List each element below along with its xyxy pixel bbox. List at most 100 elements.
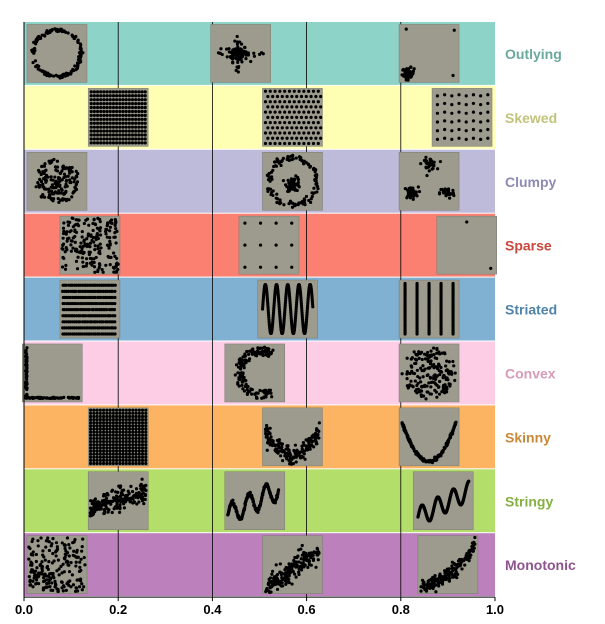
scatter-point — [130, 109, 135, 114]
scatter-point — [46, 536, 50, 540]
scatter-point — [42, 396, 46, 400]
scatter-point — [451, 191, 455, 195]
scatter-point — [144, 446, 148, 450]
scatter-point — [134, 439, 138, 444]
scatter-point — [105, 125, 109, 129]
scatter-point — [127, 439, 132, 444]
scatter-point — [101, 289, 105, 293]
scatter-point — [139, 494, 143, 499]
scatter-point — [121, 449, 125, 453]
scatter-point — [127, 436, 132, 441]
scatter-point — [60, 580, 64, 584]
scatter-point — [265, 586, 269, 591]
scatter-point — [265, 448, 269, 452]
scatter-point — [294, 312, 298, 316]
scatter-point — [479, 137, 483, 141]
scatter-point — [65, 536, 70, 540]
scatter-point — [420, 458, 424, 462]
scatter-point — [448, 192, 452, 197]
scatter-point — [98, 446, 102, 450]
scatter-point — [105, 94, 109, 98]
scatter-point — [67, 554, 71, 558]
scatter-point — [113, 326, 117, 330]
scatter-point — [95, 125, 100, 129]
scatter-point — [30, 395, 34, 399]
scatter-point — [63, 552, 67, 556]
scatter-point — [89, 141, 93, 145]
scatter-point — [70, 573, 74, 577]
scatter-point — [57, 29, 61, 33]
scatter-point — [131, 424, 135, 428]
scatter-point — [88, 245, 92, 249]
scatter-point — [278, 200, 282, 204]
scatter-point — [268, 110, 272, 114]
scatter-point — [79, 50, 83, 55]
scatter-point — [313, 170, 317, 174]
scatter-point — [114, 433, 119, 437]
scatter-point — [75, 267, 80, 271]
scatter-point — [111, 427, 115, 431]
scatter-point — [131, 427, 135, 431]
scatter-point — [137, 461, 141, 466]
scatter-point — [137, 421, 141, 425]
scatter-point — [114, 241, 118, 245]
scatter-point — [307, 131, 311, 135]
row-label-convex: Convex — [505, 365, 556, 381]
scatter-point — [246, 384, 250, 389]
scatter-point — [111, 94, 116, 98]
scatter-point — [298, 566, 302, 570]
scatter-point — [258, 221, 263, 225]
scatter-point — [441, 376, 445, 380]
scatter-point — [98, 443, 102, 447]
scatter-point — [278, 89, 282, 93]
scatter-point — [101, 455, 106, 459]
scatter-point — [412, 350, 416, 354]
scatter-point — [118, 137, 122, 141]
scatter-point — [101, 443, 106, 447]
scatter-point — [108, 421, 112, 425]
scatter-point — [437, 453, 441, 458]
scatter-point — [124, 98, 128, 102]
scatter-point — [50, 159, 54, 163]
scatter-point — [280, 105, 284, 109]
scatter-point — [268, 89, 272, 93]
scatter-point — [95, 320, 99, 324]
scatter-point — [405, 356, 409, 360]
scatter-point — [234, 68, 238, 73]
scatter-point — [130, 489, 135, 494]
scatter-point — [118, 129, 122, 133]
scatter-point — [95, 430, 99, 434]
scatter-point — [300, 306, 304, 310]
scatter-point — [105, 308, 109, 312]
scatter-point — [414, 352, 418, 356]
scatter-point — [45, 564, 50, 569]
scatter-point — [238, 367, 243, 371]
scatter-point — [409, 189, 414, 193]
thumbnail-monotonic-0 — [26, 535, 88, 594]
thumbnail-skinny-2 — [398, 407, 460, 467]
scatter-point — [105, 109, 109, 114]
scatter-point — [112, 270, 116, 274]
scatter-point — [47, 159, 51, 163]
scatter-point — [121, 102, 125, 106]
scatter-point — [108, 446, 112, 450]
scatter-point — [60, 265, 65, 269]
scatter-point — [79, 557, 83, 561]
scatter-point — [225, 55, 229, 59]
scatter-point — [108, 125, 112, 129]
scatter-point — [111, 424, 115, 428]
scatter-point — [291, 201, 295, 205]
scatter-point — [124, 417, 128, 422]
scatter-point — [486, 110, 490, 114]
scatter-point — [435, 129, 440, 133]
scatter-point — [275, 94, 280, 99]
scatter-point — [144, 455, 148, 459]
scatter-point — [88, 241, 93, 245]
scatter-point — [86, 320, 90, 324]
scatter-point — [105, 433, 109, 437]
scatter-point — [47, 187, 51, 191]
scatter-point — [41, 588, 45, 592]
scatter-point — [105, 326, 109, 330]
scatter-point — [78, 42, 82, 46]
scatter-point — [118, 141, 122, 145]
